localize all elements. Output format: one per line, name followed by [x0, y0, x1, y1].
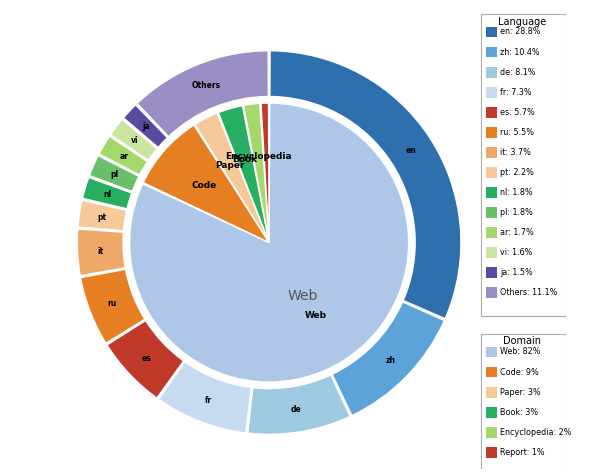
Wedge shape: [107, 320, 184, 398]
Wedge shape: [111, 119, 157, 160]
Text: ar: 1.7%: ar: 1.7%: [500, 228, 534, 237]
Text: ru: 5.5%: ru: 5.5%: [500, 128, 534, 137]
Bar: [486, 47, 497, 58]
Text: ja: 1.5%: ja: 1.5%: [500, 268, 533, 277]
Wedge shape: [244, 103, 269, 243]
Wedge shape: [218, 106, 269, 243]
Text: ja: ja: [142, 122, 150, 131]
Text: en: en: [405, 146, 416, 155]
Wedge shape: [247, 375, 350, 434]
Bar: [486, 267, 497, 278]
Wedge shape: [77, 229, 125, 276]
Wedge shape: [123, 105, 167, 148]
Text: Encyclopedia: 2%: Encyclopedia: 2%: [500, 428, 572, 437]
Text: vi: 1.6%: vi: 1.6%: [500, 248, 533, 257]
Text: en: 28.8%: en: 28.8%: [500, 27, 541, 36]
Text: ar: ar: [119, 152, 128, 161]
Text: de: 8.1%: de: 8.1%: [500, 67, 536, 76]
Bar: [486, 26, 497, 37]
Text: Encyclopedia: Encyclopedia: [225, 152, 292, 161]
Bar: [486, 147, 497, 158]
FancyBboxPatch shape: [480, 14, 565, 316]
Text: Paper: 3%: Paper: 3%: [500, 388, 541, 396]
Bar: [486, 87, 497, 98]
Text: pl: pl: [111, 170, 119, 179]
Wedge shape: [261, 103, 269, 243]
Bar: [486, 207, 497, 218]
Wedge shape: [123, 96, 415, 388]
Text: zh: zh: [385, 356, 395, 365]
Wedge shape: [81, 270, 145, 343]
Text: Code: Code: [192, 181, 217, 190]
Bar: [486, 167, 497, 178]
Bar: [486, 387, 497, 397]
Text: Book: Book: [232, 155, 258, 164]
Wedge shape: [130, 103, 409, 382]
Bar: [486, 287, 497, 298]
Text: Web: 82%: Web: 82%: [500, 347, 541, 356]
Text: zh: 10.4%: zh: 10.4%: [500, 48, 540, 57]
Bar: [486, 227, 497, 238]
FancyBboxPatch shape: [480, 334, 565, 472]
Bar: [486, 427, 497, 438]
Text: Others: Others: [192, 81, 221, 90]
Text: nl: 1.8%: nl: 1.8%: [500, 188, 533, 197]
Text: Domain: Domain: [503, 337, 541, 346]
Wedge shape: [332, 302, 444, 415]
Text: Language: Language: [498, 17, 546, 26]
Wedge shape: [270, 51, 461, 319]
Bar: [486, 346, 497, 357]
Wedge shape: [78, 200, 126, 231]
Text: vi: vi: [131, 136, 138, 145]
Text: Book: 3%: Book: 3%: [500, 408, 538, 417]
Text: pt: pt: [97, 212, 106, 221]
Wedge shape: [99, 136, 148, 175]
Bar: [486, 107, 497, 118]
Bar: [486, 407, 497, 418]
Wedge shape: [143, 125, 269, 243]
Text: es: 5.7%: es: 5.7%: [500, 108, 535, 117]
Wedge shape: [89, 156, 139, 192]
Bar: [486, 127, 497, 138]
Bar: [486, 367, 497, 378]
Wedge shape: [159, 362, 251, 433]
Bar: [486, 247, 497, 258]
Text: fr: 7.3%: fr: 7.3%: [500, 88, 532, 97]
Text: nl: nl: [103, 190, 111, 199]
Wedge shape: [195, 113, 269, 243]
Text: it: 3.7%: it: 3.7%: [500, 148, 531, 157]
Text: pt: 2.2%: pt: 2.2%: [500, 168, 534, 177]
Text: Report: 1%: Report: 1%: [500, 448, 545, 457]
Text: fr: fr: [205, 396, 212, 405]
Bar: [486, 187, 497, 198]
Wedge shape: [83, 177, 132, 209]
Wedge shape: [137, 51, 268, 136]
Text: es: es: [141, 354, 151, 362]
Text: Web: Web: [288, 288, 318, 303]
Text: it: it: [97, 247, 103, 256]
Bar: [486, 447, 497, 458]
Text: Code: 9%: Code: 9%: [500, 368, 539, 377]
Text: pl: 1.8%: pl: 1.8%: [500, 208, 533, 217]
Text: Paper: Paper: [215, 161, 244, 170]
Text: Others: 11.1%: Others: 11.1%: [500, 288, 558, 297]
Text: Web: Web: [305, 311, 326, 320]
Bar: [486, 67, 497, 77]
Text: ru: ru: [107, 299, 116, 308]
Text: de: de: [291, 405, 302, 414]
